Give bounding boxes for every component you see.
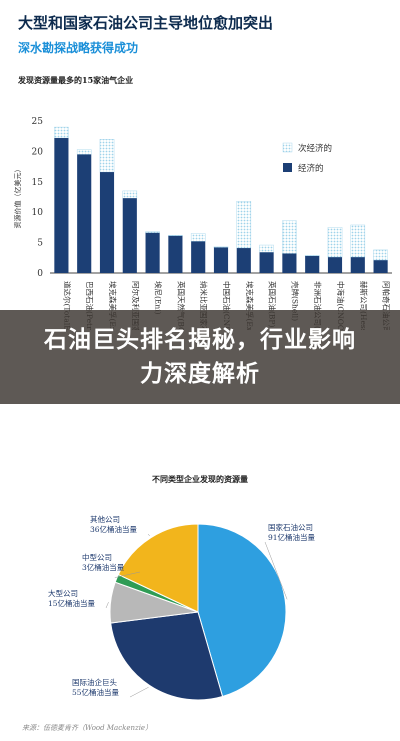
bar-sub-economic <box>54 126 69 139</box>
pie-slice <box>197 523 287 698</box>
legend-label-sub-economic: 次经济的 <box>298 143 332 154</box>
y-tick-label: 5 <box>37 239 43 249</box>
pie-label-name: 其他公司 <box>90 514 120 524</box>
x-tick-label: 非洲石油公司(Africa Oil Corp) <box>313 281 323 330</box>
pie-leader-line <box>129 687 149 698</box>
legend-label-economic: 经济的 <box>298 163 324 174</box>
pie-leader-line <box>147 533 150 537</box>
pie-label-value: 36亿桶油当量 <box>90 524 138 534</box>
bar-sub-economic <box>168 235 183 237</box>
x-tick-label: 壳牌(Shell) <box>290 281 300 321</box>
bar-sub-economic <box>373 249 388 261</box>
y-tick-label: 10 <box>32 208 44 218</box>
pie-leader-line <box>105 602 109 609</box>
bar-economic <box>99 172 115 273</box>
pie-chart-title-text: 不同类型企业发现的资源量 <box>152 474 248 484</box>
bar-economic <box>213 247 229 273</box>
bar-economic <box>236 248 251 273</box>
x-tick-label: 英国天然气(BG Oil & Gas) <box>176 281 186 330</box>
bar-chart: 0 5 10 15 20 25 资源价值（亿美元） 道达尔(TotalEnergies) 巴西石… <box>13 117 392 330</box>
pie-label-name: 大型公司 <box>48 588 78 598</box>
pie-label-value: 55亿桶油当量 <box>72 687 120 697</box>
bar-sub-economic <box>76 149 92 155</box>
x-tick-label: 赫斯公司(Hess Corp) <box>359 281 369 330</box>
bar-sub-economic <box>236 201 252 249</box>
x-tick-label: 巴西石油(Petrobras) <box>85 281 95 330</box>
source-note: 来源：伍德麦肯齐（Wood Mackenzie） <box>22 724 153 732</box>
bar-economic <box>54 138 69 273</box>
y-tick-label: 0 <box>37 269 43 279</box>
pie-label-value: 3亿桶油当量 <box>82 562 125 572</box>
y-tick-label: 25 <box>32 117 44 127</box>
bar-economic <box>145 232 160 273</box>
pie-label-name: 国际油企巨头 <box>72 677 117 687</box>
x-tick-label: 埃尼(Eni) <box>154 281 164 315</box>
pie-label-name: 中型公司 <box>82 552 112 562</box>
banner-text: 石油巨头排名揭秘，行业影响力深度解析 <box>44 327 356 387</box>
bar-sub-economic <box>122 190 138 199</box>
bar-sub-economic <box>327 227 343 258</box>
bar-economic <box>373 260 388 273</box>
x-tick-label: 纳米比亚国家石油公司(Namcor) <box>199 281 209 330</box>
bar-sub-economic <box>350 224 366 258</box>
bar-economic <box>327 257 343 273</box>
pie-chart-title: 不同类型企业发现的资源量 <box>0 474 400 485</box>
bar-sub-economic <box>213 246 229 248</box>
bar-sub-economic <box>282 220 297 254</box>
bar-sub-economic <box>145 231 160 234</box>
bar-sub-economic <box>190 233 206 242</box>
x-tick-label: 阿尔及利亚国家石油公司(Sonatrach) <box>131 281 141 330</box>
pie-label-name: 国家石油公司 <box>268 522 313 532</box>
page-title: 大型和国家石油公司主导地位愈加突出 <box>18 14 274 32</box>
pie-slice <box>117 523 199 613</box>
bar-economic <box>259 252 274 273</box>
y-tick-label: 20 <box>32 147 44 157</box>
bar-sub-economic <box>259 244 274 253</box>
bar-economic <box>122 198 137 273</box>
y-axis-label: 资源价值（亿美元） <box>13 166 22 229</box>
x-tick-label: 埃克森美孚(ExxonMobil) <box>108 281 118 330</box>
x-tick-label: 中国石油(CNPC) <box>222 281 232 330</box>
pie-leader-line <box>264 541 288 600</box>
x-tick-label: 中海油(CNOOC) <box>336 281 346 330</box>
bar-chart-title: 发现资源量最多的15家油气企业 <box>18 75 134 85</box>
pie-label-value: 91亿桶油当量 <box>268 532 316 542</box>
bar-sub-economic <box>304 255 320 257</box>
pie-label-value: 15亿桶油当量 <box>48 598 96 608</box>
bar-economic <box>282 253 297 273</box>
page-subtitle: 深水勘探战略获得成功 <box>18 41 139 55</box>
bar-economic <box>77 154 92 273</box>
bar-sub-economic <box>99 139 115 173</box>
bar-economic <box>168 235 183 273</box>
bar-economic <box>350 257 365 273</box>
x-tick-label: 英国石油(BP) <box>268 281 278 327</box>
bar-economic <box>305 255 320 273</box>
legend-swatch-sub-economic <box>282 142 293 153</box>
pie-slice <box>110 611 224 701</box>
x-tick-label: 阿帕奇石油公司(APA Corporation) <box>382 281 392 330</box>
x-tick-label: 道达尔(TotalEnergies) <box>62 281 72 330</box>
legend-swatch-economic <box>283 163 292 172</box>
x-tick-label: 埃克森美孚(ExxonMobil) <box>245 281 255 330</box>
bar-economic <box>191 241 206 273</box>
pie-leader-line <box>114 571 141 578</box>
y-tick-label: 15 <box>32 178 44 188</box>
title-banner: 石油巨头排名揭秘，行业影响力深度解析 <box>0 310 400 404</box>
